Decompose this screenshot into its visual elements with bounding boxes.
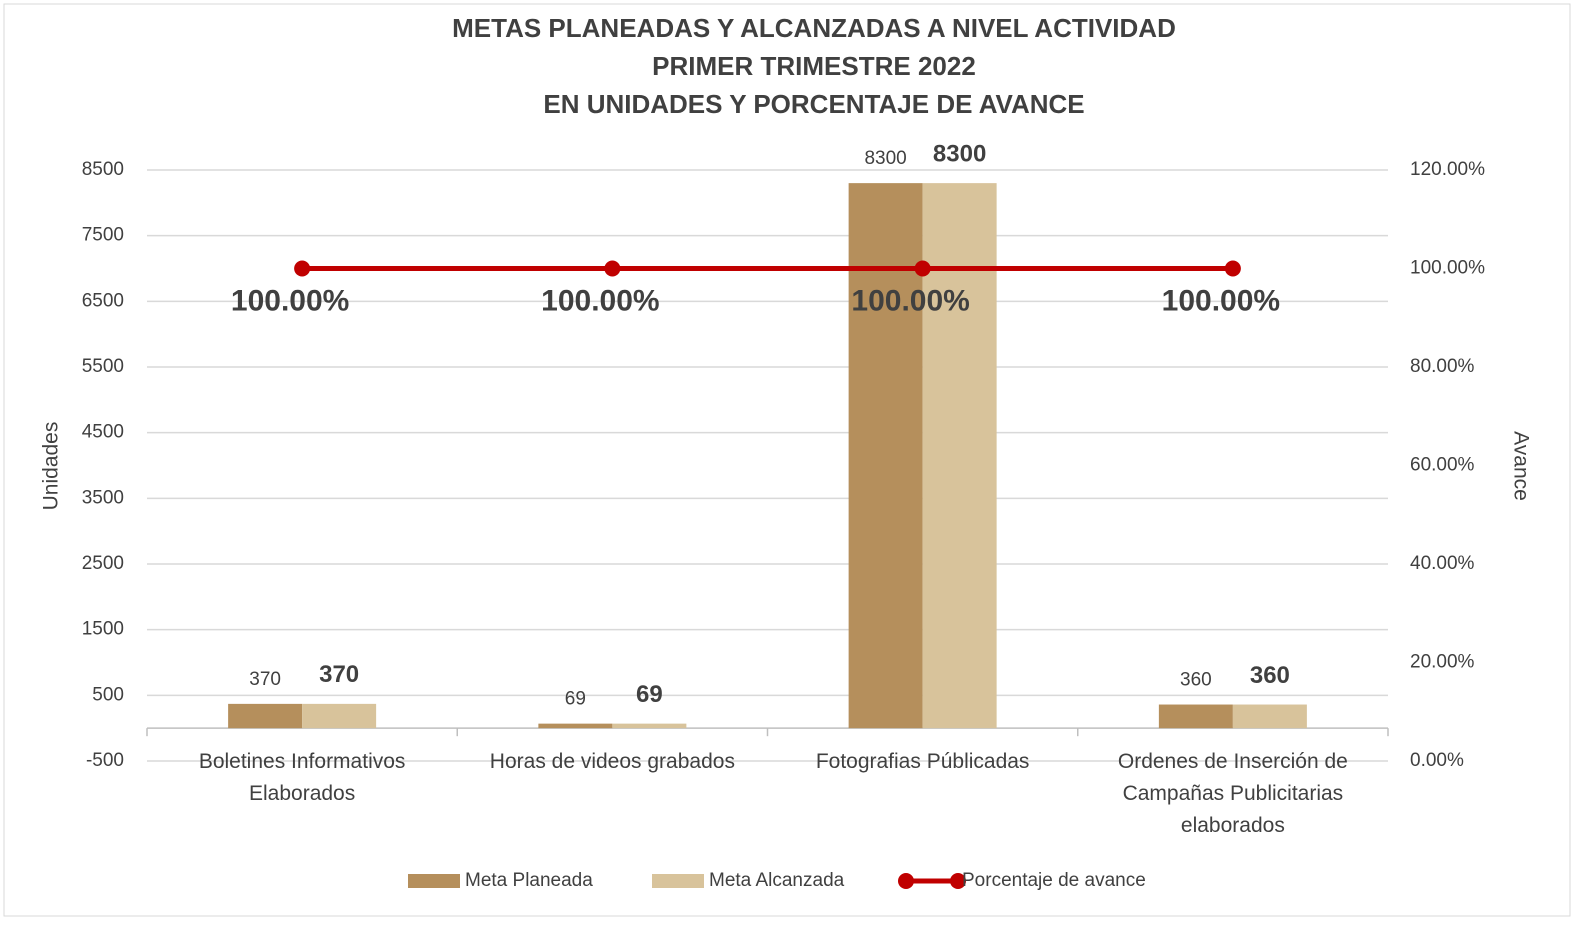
bar: [538, 723, 613, 729]
bar-value-label: 360: [1250, 662, 1290, 689]
bar-value-label: 8300: [864, 148, 906, 169]
line-marker: [914, 260, 931, 277]
line-value-label: 100.00%: [1162, 284, 1280, 317]
bar-value-label: 360: [1180, 670, 1212, 691]
bar: [302, 703, 377, 729]
y-tick-label: 500: [92, 684, 124, 705]
y-tick-label: 6500: [82, 290, 124, 311]
y2-axis-label: Avance: [1509, 431, 1532, 501]
x-tick-label-box: Horas de videos grabados: [489, 750, 735, 773]
line-value-label: 100.00%: [851, 284, 969, 317]
line-marker: [1224, 260, 1241, 277]
bar: [228, 703, 303, 729]
y-tick-label: 4500: [82, 422, 124, 443]
x-tick-label-box: Ordenes de Inserción de Campañas Publici…: [1117, 750, 1348, 837]
line-marker: [294, 260, 311, 277]
chart-title: EN UNIDADES Y PORCENTAJE DE AVANCE: [543, 89, 1084, 119]
x-tick-label: Horas de videos grabados: [489, 750, 735, 773]
x-tick-label: Ordenes de Inserción de Campañas Publici…: [1117, 750, 1348, 837]
chart-title: METAS PLANEADAS Y ALCANZADAS A NIVEL ACT…: [452, 13, 1176, 43]
bar-value-label: 69: [565, 689, 586, 710]
legend-swatch: [408, 874, 460, 888]
bar: [922, 183, 997, 729]
bar-value-label: 69: [636, 681, 663, 708]
line-value-label: 100.00%: [231, 284, 349, 317]
legend-swatch: [652, 874, 704, 888]
bar: [1232, 704, 1307, 729]
y-tick-label: -500: [86, 750, 124, 771]
x-tick-label: Fotografias Públicadas: [815, 750, 1030, 773]
y2-tick-label: 60.00%: [1410, 455, 1475, 476]
line-value-label: 100.00%: [541, 284, 659, 317]
y-tick-label: 1500: [82, 619, 124, 640]
x-tick-label-box: Fotografias Públicadas: [815, 750, 1030, 773]
bar: [1158, 704, 1233, 729]
chart-title: PRIMER TRIMESTRE 2022: [652, 51, 976, 81]
legend-label: Porcentaje de avance: [962, 870, 1146, 891]
x-tick-label: Boletines Informativos Elaborados: [198, 750, 406, 805]
bar-value-label: 370: [249, 669, 281, 690]
y-tick-label: 3500: [82, 487, 124, 508]
y2-tick-label: 100.00%: [1410, 258, 1485, 279]
y-tick-label: 8500: [82, 159, 124, 180]
bar-value-label: 8300: [933, 140, 986, 167]
bar-value-label: 370: [319, 661, 359, 688]
legend-label: Meta Alcanzada: [709, 870, 845, 891]
legend-marker: [950, 873, 966, 889]
y-tick-label: 7500: [82, 225, 124, 246]
y2-tick-label: 40.00%: [1410, 553, 1475, 574]
legend-marker: [898, 873, 914, 889]
y2-tick-label: 80.00%: [1410, 356, 1475, 377]
bar: [848, 183, 923, 729]
bar: [612, 723, 687, 729]
y-tick-label: 5500: [82, 356, 124, 377]
y-tick-label: 2500: [82, 553, 124, 574]
chart-border: [3, 3, 1571, 917]
y2-tick-label: 20.00%: [1410, 652, 1475, 673]
y2-tick-label: 0.00%: [1410, 750, 1464, 771]
line-marker: [604, 260, 621, 277]
y2-tick-label: 120.00%: [1410, 159, 1485, 180]
y-axis-label: Unidades: [40, 422, 63, 511]
x-tick-label-box: Boletines Informativos Elaborados: [198, 750, 406, 805]
legend-label: Meta Planeada: [465, 870, 593, 891]
